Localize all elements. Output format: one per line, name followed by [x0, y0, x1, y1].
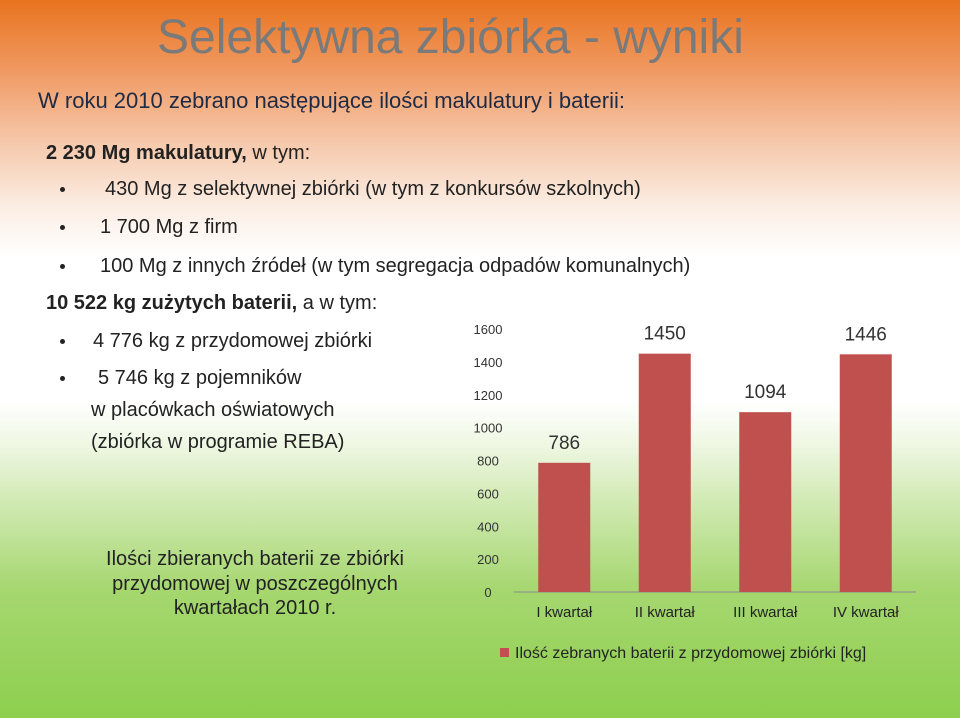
batteries-item-2-line-3: (zbiórka w programie REBA) — [91, 431, 345, 453]
legend-label: Ilość zebranych baterii z przydomowej zb… — [515, 645, 866, 662]
paper-item-2: 1 700 Mg z firm — [100, 216, 238, 238]
x-axis-labels: I kwartał II kwartał III kwartał IV kwartał — [536, 604, 899, 621]
y-tick-label: 600 — [477, 486, 499, 501]
batteries-item-2-line-2: w placówkach oświatowych — [91, 399, 335, 421]
y-tick-label: 200 — [477, 552, 499, 567]
bar — [839, 354, 892, 592]
y-tick-label: 400 — [477, 519, 499, 534]
y-tick-label: 1400 — [474, 355, 503, 370]
x-tick-label: II kwartał — [635, 604, 696, 621]
data-label: 1446 — [845, 324, 887, 345]
bullet-dot — [60, 376, 65, 381]
bar — [638, 353, 691, 592]
data-label: 1094 — [744, 382, 787, 403]
list-item: 430 Mg z selektywnej zbiórki (w tym z ko… — [60, 178, 641, 201]
list-item: 100 Mg z innych źródeł (w tym segregacja… — [60, 255, 690, 278]
bullet-dot — [60, 187, 65, 192]
y-tick-label: 1000 — [474, 421, 503, 436]
intro-text: W roku 2010 zebrano następujące ilości m… — [38, 88, 625, 113]
y-tick-label: 1600 — [474, 322, 503, 337]
data-label: 1450 — [644, 324, 686, 345]
paper-item-1: 430 Mg z selektywnej zbiórki (w tym z ko… — [105, 178, 641, 200]
paper-heading-rest: w tym: — [246, 142, 311, 164]
batteries-heading: 10 522 kg zużytych baterii, a w tym: — [46, 292, 377, 315]
legend: Ilość zebranych baterii z przydomowej zb… — [500, 645, 866, 662]
y-axis-ticks: 0 200 400 600 800 1000 1200 1400 1600 — [474, 322, 503, 600]
slide-title: Selektywna zbiórka - wyniki — [157, 11, 744, 64]
paper-heading-bold: 2 230 Mg makulatury, — [46, 142, 247, 164]
x-tick-label: III kwartał — [733, 604, 798, 621]
batteries-item-1: 4 776 kg z przydomowej zbiórki — [93, 330, 373, 352]
batteries-heading-bold: 10 522 kg zużytych baterii, — [46, 292, 298, 314]
bar — [739, 412, 792, 592]
x-tick-label: IV kwartał — [833, 604, 900, 621]
bullet-dot — [60, 339, 65, 344]
y-tick-label: 800 — [477, 454, 499, 469]
y-tick-label: 0 — [484, 585, 491, 600]
x-tick-label: I kwartał — [536, 604, 593, 621]
legend-swatch — [500, 648, 509, 657]
batteries-heading-rest: a w tym: — [297, 292, 378, 314]
paper-item-3: 100 Mg z innych źródeł (w tym segregacja… — [100, 255, 691, 277]
data-label: 786 — [548, 433, 580, 454]
y-tick-label: 1200 — [474, 388, 503, 403]
data-labels: 786 1450 1094 1446 — [548, 324, 886, 454]
bullet-dot — [60, 225, 65, 230]
list-item: 4 776 kg z przydomowej zbiórki — [60, 330, 372, 353]
list-item: 5 746 kg z pojemników — [60, 367, 301, 390]
chart-caption: Ilości zbieranych baterii ze zbiórki prz… — [106, 548, 404, 620]
bars — [538, 353, 892, 592]
batteries-item-2-line-1: 5 746 kg z pojemników — [98, 367, 302, 389]
paper-heading: 2 230 Mg makulatury, w tym: — [46, 142, 310, 165]
bullet-dot — [60, 264, 65, 269]
list-item: 1 700 Mg z firm — [60, 216, 238, 239]
bar — [538, 462, 591, 592]
